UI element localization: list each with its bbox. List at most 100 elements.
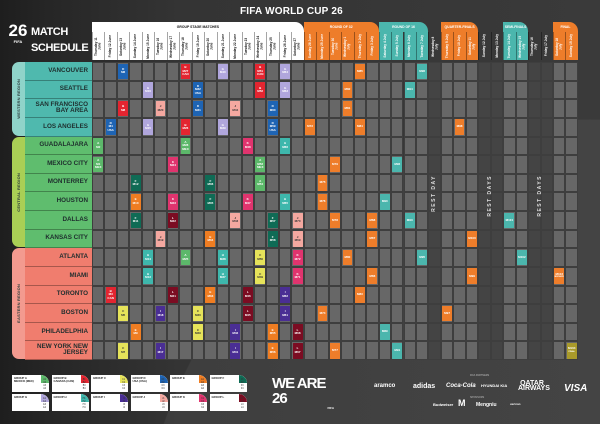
match-m78[interactable]: M78 <box>330 212 340 229</box>
match-m92[interactable]: M92 <box>392 156 403 173</box>
match-m83[interactable]: M83 <box>354 287 365 303</box>
match-m4[interactable]: D M4 USA <box>105 119 116 135</box>
match-m79[interactable]: M79 <box>330 156 340 173</box>
match-m35[interactable]: F M35 <box>205 193 216 210</box>
match-m57[interactable]: F M57 <box>267 212 278 229</box>
match-m26[interactable]: B M26 <box>180 119 191 135</box>
match-m40[interactable]: G M40 <box>217 63 228 80</box>
match-m32[interactable]: D M32 USA <box>192 82 203 98</box>
match-m90[interactable]: M90 <box>379 193 390 210</box>
match-m5[interactable]: C M5 <box>118 305 129 322</box>
match-m77[interactable]: M77 <box>330 342 340 359</box>
match-m50[interactable]: C M50 <box>255 249 266 266</box>
match-m8[interactable]: B M8 <box>118 100 129 117</box>
match-m87[interactable]: M87 <box>367 231 378 247</box>
match-m24[interactable]: K M24 <box>168 156 178 173</box>
match-m99[interactable]: M99 <box>467 268 477 285</box>
match-m1[interactable]: A M1 MEX <box>93 156 104 173</box>
match-m6[interactable]: D M6 <box>118 63 129 80</box>
match-m34[interactable]: E M34 <box>205 231 216 247</box>
match-m68[interactable]: L M68 <box>292 324 303 340</box>
match-m20[interactable]: J M20 <box>155 100 166 117</box>
match-m80[interactable]: M80 <box>342 249 353 266</box>
match-m43[interactable]: J M43 <box>230 212 241 229</box>
match-m44[interactable]: J M44 <box>230 100 241 117</box>
match-m21[interactable]: L M21 <box>168 287 178 303</box>
match-m11[interactable]: F M11 <box>130 212 141 229</box>
match-m37[interactable]: H M37 <box>217 268 228 285</box>
match-m13[interactable]: H M13 <box>143 268 153 285</box>
match-m56[interactable]: E M56 <box>267 342 278 359</box>
match-m70[interactable]: J M70 <box>292 212 303 229</box>
match-m51[interactable]: B M51 CAN <box>255 63 266 80</box>
match-m17[interactable]: I M17 <box>155 342 166 359</box>
match-m14[interactable]: H M14 <box>143 249 153 266</box>
match-m59[interactable]: D M59 USA <box>267 119 278 135</box>
match-m7[interactable]: C M7 <box>118 342 129 359</box>
match-m93[interactable]: M93 <box>404 212 415 229</box>
match-m36[interactable]: F M36 <box>205 175 216 191</box>
match-m58[interactable]: F M58 <box>267 231 278 247</box>
match-m9[interactable]: E M9 <box>130 324 141 340</box>
match-m55[interactable]: E M55 <box>267 324 278 340</box>
match-m49[interactable]: C M49 <box>255 268 266 285</box>
match-m96[interactable]: M96 <box>417 63 428 80</box>
match-m74[interactable]: M74 <box>317 305 328 322</box>
match-m72[interactable]: K M72 <box>292 249 303 266</box>
match-m89[interactable]: M89 <box>379 324 390 340</box>
match-m75[interactable]: M75 <box>317 175 328 191</box>
match-m33[interactable]: E M33 <box>205 287 216 303</box>
match-m2[interactable]: A M2 <box>93 138 104 154</box>
match-m47[interactable]: K M47 <box>242 193 253 210</box>
match-m19[interactable]: J M19 <box>155 231 166 247</box>
match-m46[interactable]: L M46 <box>242 287 253 303</box>
match-m100[interactable]: M100 <box>467 231 477 247</box>
match-m38[interactable]: H M38 <box>217 249 228 266</box>
match-m3[interactable]: B M3 CAN <box>105 287 116 303</box>
match-m63[interactable]: G M63 <box>280 82 291 98</box>
match-m61[interactable]: I M61 <box>280 305 291 322</box>
match-m88[interactable]: M88 <box>367 212 378 229</box>
match-m42[interactable]: I M42 <box>230 324 241 340</box>
match-m12[interactable]: F M12 <box>130 175 141 191</box>
match-m104[interactable]: M104 FINAL <box>566 342 577 359</box>
match-m65[interactable]: H M65 <box>280 193 291 210</box>
match-m85[interactable]: M85 <box>354 63 365 80</box>
match-m102[interactable]: M102 <box>516 249 527 266</box>
match-m97[interactable]: M97 <box>442 305 453 322</box>
match-m29[interactable]: C M29 <box>192 324 203 340</box>
match-m28[interactable]: A M28 MEX <box>180 138 191 154</box>
match-m18[interactable]: I M18 <box>155 305 166 322</box>
match-m45[interactable]: L M45 <box>242 305 253 322</box>
match-m67[interactable]: L M67 <box>292 342 303 359</box>
match-m22[interactable]: L M22 <box>168 212 178 229</box>
match-m82[interactable]: M82 <box>342 82 353 98</box>
match-m30[interactable]: C M30 <box>192 305 203 322</box>
match-m64[interactable]: G M64 <box>280 63 291 80</box>
match-m73[interactable]: M73 <box>305 119 315 135</box>
match-m27[interactable]: B M27 CAN <box>180 63 191 80</box>
match-m95[interactable]: M95 <box>417 249 428 266</box>
match-m48[interactable]: K M48 <box>242 138 253 154</box>
match-m98[interactable]: M98 <box>454 119 465 135</box>
match-m16[interactable]: G M16 <box>143 82 153 98</box>
match-m15[interactable]: G M15 <box>143 119 153 135</box>
match-m71[interactable]: K M71 <box>292 268 303 285</box>
match-m41[interactable]: I M41 <box>230 342 241 359</box>
match-m101[interactable]: M101 <box>504 212 515 229</box>
match-m103[interactable]: M103 BRONZE <box>554 268 565 285</box>
match-m60[interactable]: D M60 <box>267 100 278 117</box>
match-m86[interactable]: M86 <box>367 268 378 285</box>
match-m54[interactable]: A M54 <box>255 175 266 191</box>
match-m94[interactable]: M94 <box>404 82 415 98</box>
match-m39[interactable]: G M39 <box>217 119 228 135</box>
match-m69[interactable]: J M69 <box>292 231 303 247</box>
match-m53[interactable]: A M53 MEX <box>255 156 266 173</box>
match-m84[interactable]: M84 <box>354 119 365 135</box>
match-m52[interactable]: B M52 <box>255 82 266 98</box>
match-m25[interactable]: A M25 <box>180 249 191 266</box>
match-m31[interactable]: D M31 <box>192 100 203 117</box>
match-m91[interactable]: M91 <box>392 342 403 359</box>
match-m62[interactable]: I M62 <box>280 287 291 303</box>
match-m23[interactable]: K M23 <box>168 193 178 210</box>
